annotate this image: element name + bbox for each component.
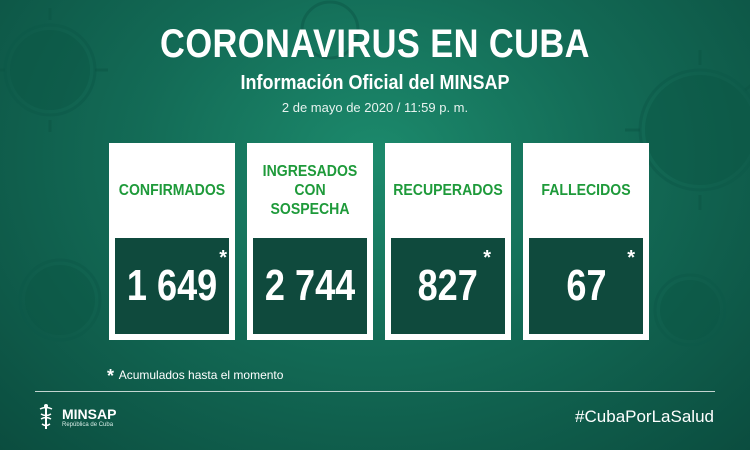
stat-card-ingresados: INGRESADOS CON SOSPECHA 2 744: [247, 143, 373, 340]
stat-value-box: 2 744: [253, 238, 367, 334]
logo-name: MINSAP: [62, 405, 117, 422]
stat-value: 67: [565, 261, 607, 310]
stat-card-fallecidos: FALLECIDOS 67 *: [523, 143, 649, 340]
stat-value-box: 67: [529, 238, 643, 334]
page-title: CORONAVIRUS EN CUBA: [160, 22, 590, 66]
stat-card-confirmados: CONFIRMADOS 1 649 *: [109, 143, 235, 340]
stat-value-box: 827: [391, 238, 505, 334]
minsap-logo: MINSAP República de Cuba: [36, 403, 116, 431]
stat-card-recuperados: RECUPERADOS 827 *: [385, 143, 511, 340]
page-subtitle: Información Oficial del MINSAP: [240, 72, 510, 94]
footer-divider: [35, 391, 715, 392]
stat-asterisk: *: [219, 247, 227, 269]
footnote: * Acumulados hasta el momento: [107, 366, 283, 387]
footnote-star: *: [107, 366, 115, 386]
stat-value: 2 744: [264, 261, 356, 310]
hashtag: #CubaPorLaSalud: [575, 407, 714, 426]
stat-label: INGRESADOS CON SOSPECHA: [262, 163, 358, 218]
stat-asterisk: *: [627, 247, 635, 269]
stat-value: 827: [417, 261, 479, 310]
stat-label: RECUPERADOS: [393, 182, 503, 199]
stat-label: FALLECIDOS: [541, 182, 631, 199]
footnote-text: Acumulados hasta el momento: [118, 368, 284, 382]
stat-label: CONFIRMADOS: [118, 182, 226, 199]
caduceus-icon: [39, 404, 53, 429]
stat-value: 1 649: [126, 261, 218, 310]
stat-value-box: 1 649: [115, 238, 229, 334]
logo-subtitle: República de Cuba: [62, 421, 114, 428]
stat-asterisk: *: [483, 247, 491, 269]
report-date: 2 de mayo de 2020 / 11:59 p. m.: [281, 100, 469, 115]
